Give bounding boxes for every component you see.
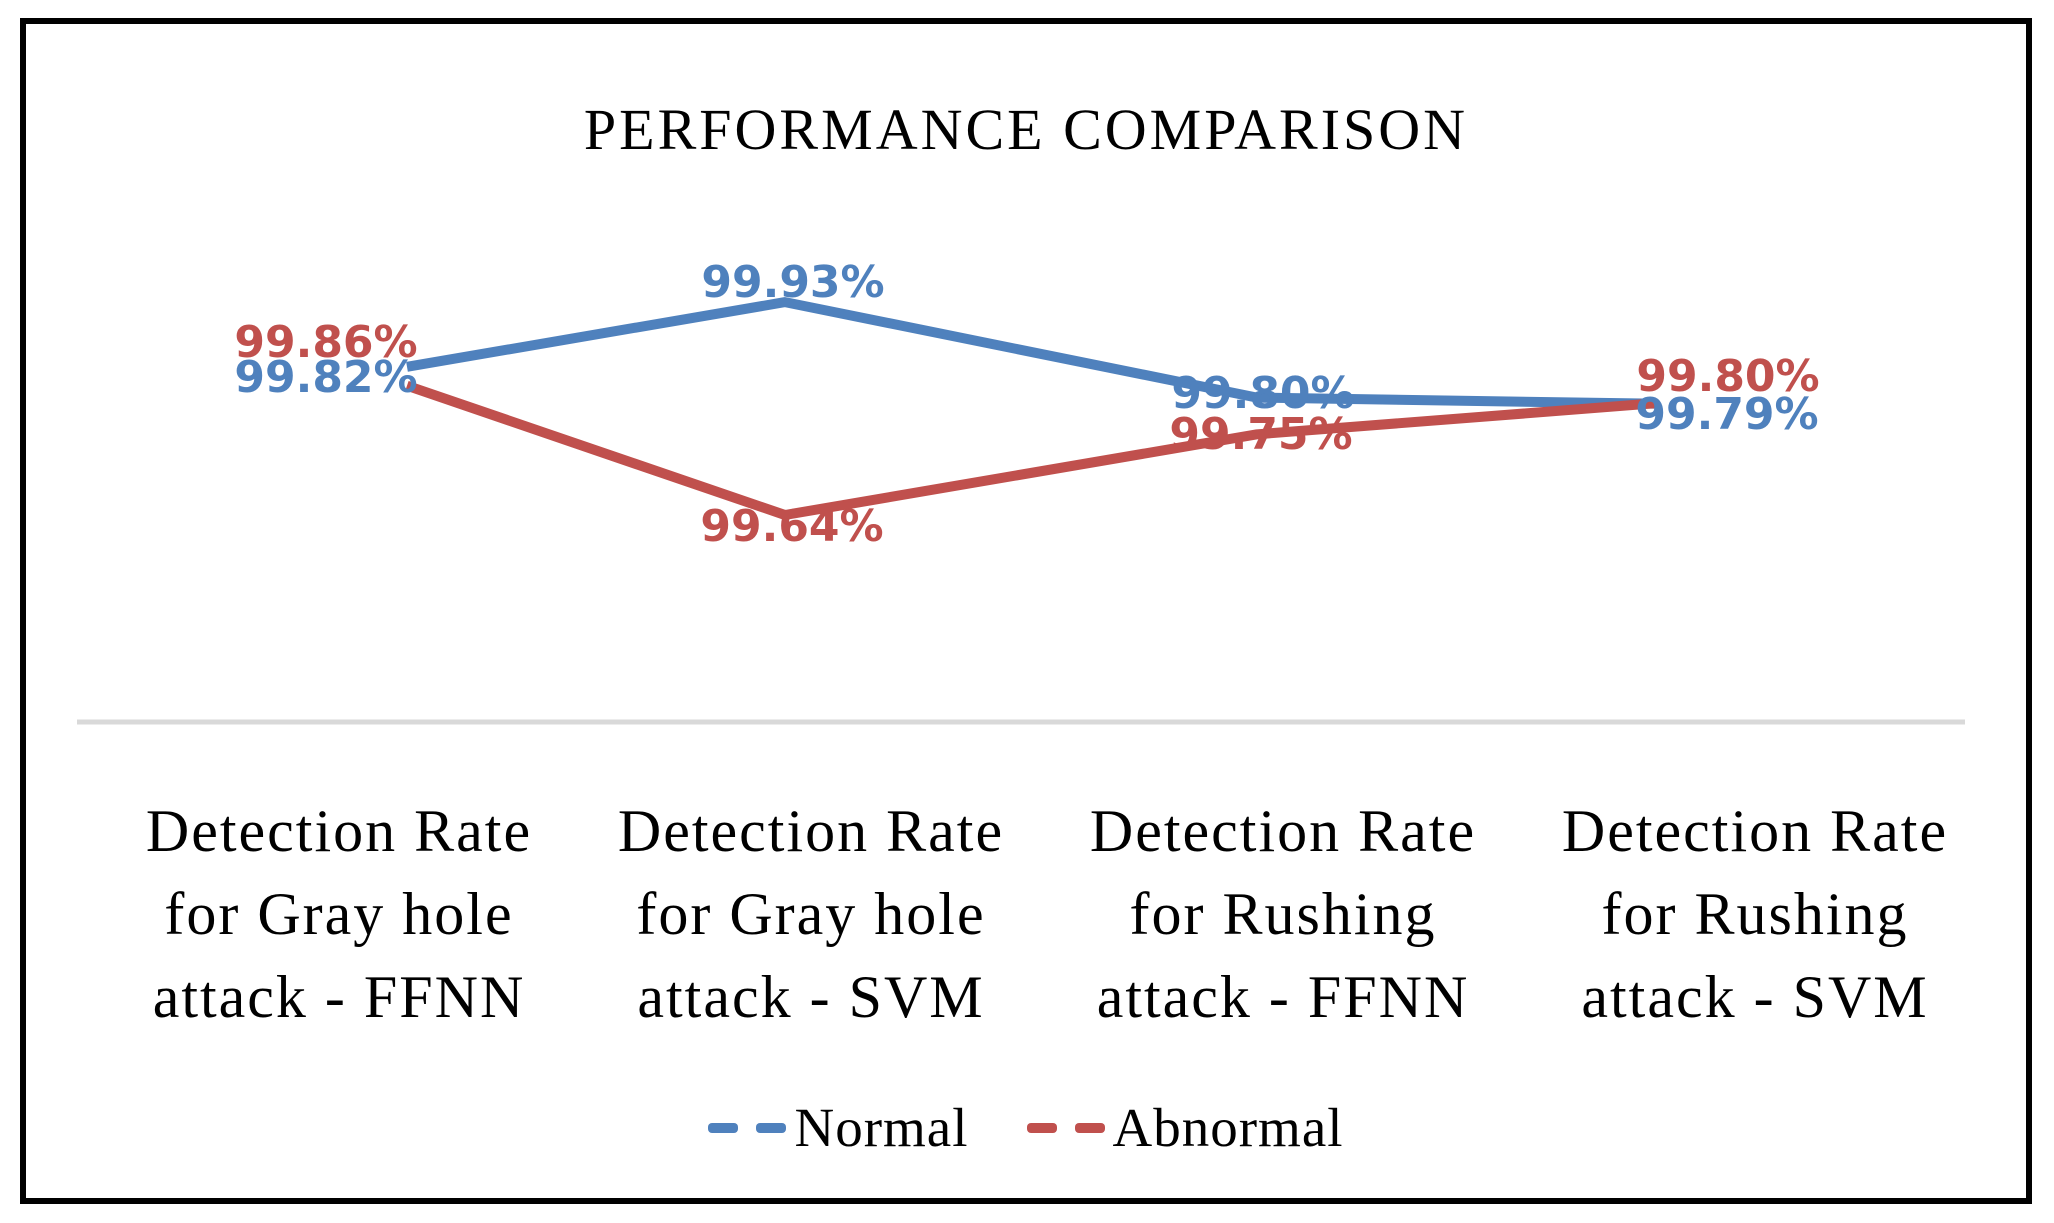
chart-frame: PERFORMANCE COMPARISON Detection Rate fo… <box>20 18 2032 1204</box>
legend-label-abnormal: Abnormal <box>1112 1097 1344 1158</box>
series-line-normal <box>406 297 1656 409</box>
data-label-abnormal-2: 99.64% <box>700 501 884 553</box>
legend-dash-icon <box>756 1122 787 1133</box>
category-label-text: Detection Rate for Rushing attack - FFNN <box>1089 798 1477 1030</box>
legend-dash-icon <box>1074 1122 1105 1133</box>
legend-dash-icon <box>708 1122 739 1133</box>
legend-label-normal: Normal <box>794 1097 969 1158</box>
legend: Normal Abnormal <box>26 1096 2026 1159</box>
data-label-normal-2: 99.93% <box>701 257 885 309</box>
category-label-2: Detection Rate for Gray hole attack - SV… <box>575 790 1047 1038</box>
data-label-normal-1: 99.82% <box>234 351 418 403</box>
category-label-text: Detection Rate for Rushing attack - SVM <box>1561 798 1949 1030</box>
legend-dash-icon <box>1026 1122 1057 1133</box>
category-label-text: Detection Rate for Gray hole attack - FF… <box>145 798 533 1030</box>
category-label-text: Detection Rate for Gray hole attack - SV… <box>617 798 1005 1030</box>
category-label-3: Detection Rate for Rushing attack - FFNN <box>1047 790 1519 1038</box>
data-label-abnormal-4: 99.80% <box>1636 350 1820 402</box>
category-label-4: Detection Rate for Rushing attack - SVM <box>1519 790 1991 1038</box>
category-axis-labels: Detection Rate for Gray hole attack - FF… <box>103 790 1991 1038</box>
legend-item-abnormal: Abnormal <box>1026 1096 1344 1159</box>
series-line-abnormal <box>405 380 1656 520</box>
data-label-abnormal-1: 99.86% <box>234 316 418 368</box>
data-label-normal-4: 99.79% <box>1635 388 1819 440</box>
chart-title: PERFORMANCE COMPARISON <box>583 97 1469 162</box>
data-label-abnormal-3: 99.75% <box>1169 409 1353 461</box>
data-label-normal-3: 99.80% <box>1171 367 1355 419</box>
legend-item-normal: Normal <box>708 1096 968 1159</box>
category-label-1: Detection Rate for Gray hole attack - FF… <box>103 790 575 1038</box>
